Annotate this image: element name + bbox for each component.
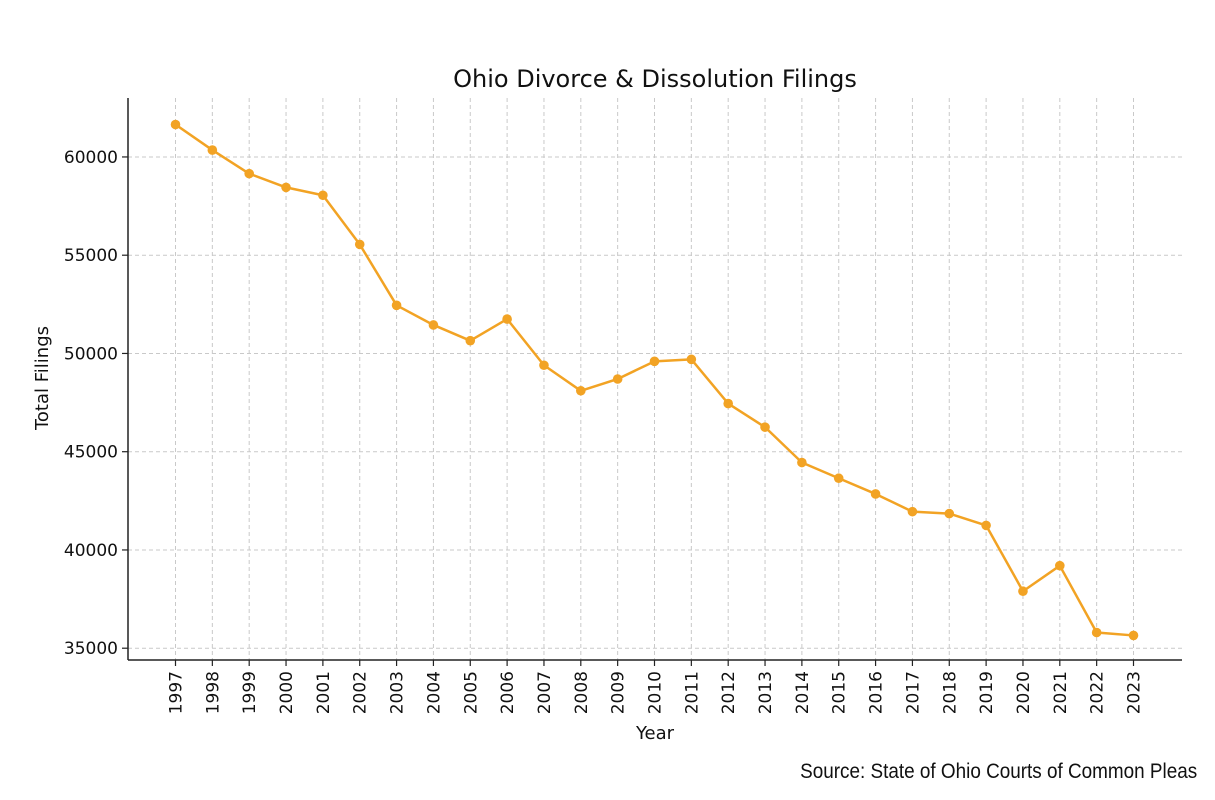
data-point [760, 422, 770, 432]
x-tick-label: 2008 [572, 671, 592, 714]
x-axis-label: Year [635, 723, 675, 744]
y-axis-label: Total Filings [32, 326, 53, 431]
data-point [391, 300, 402, 311]
x-tick-label: 2014 [793, 671, 813, 714]
y-tick-label: 55000 [64, 246, 118, 266]
data-point [576, 385, 586, 396]
x-tick-label: 2007 [535, 671, 555, 714]
data-point [833, 473, 844, 484]
data-point [944, 508, 955, 519]
x-tick-label: 2013 [756, 671, 776, 714]
x-tick-label: 2000 [277, 671, 297, 714]
data-point [1018, 586, 1028, 597]
y-tick-label: 40000 [64, 541, 118, 561]
data-point [244, 168, 254, 179]
y-tick-label: 60000 [64, 148, 118, 168]
y-tick-label: 45000 [64, 443, 118, 463]
data-point [281, 182, 291, 193]
data-point [612, 374, 623, 384]
data-point [354, 239, 365, 250]
x-tick-label: 2012 [719, 671, 739, 714]
x-tick-label: 2018 [940, 671, 960, 714]
x-tick-label: 2019 [977, 671, 997, 714]
x-tick-label: 2023 [1125, 671, 1145, 714]
source-note: Source: State of Ohio Courts of Common P… [799, 760, 1197, 783]
data-point [318, 190, 328, 201]
x-tick-label: 2017 [903, 671, 923, 714]
x-tick-label: 2001 [314, 671, 334, 714]
x-tick-label: 2020 [1014, 671, 1034, 714]
y-tick-label: 35000 [64, 639, 118, 659]
data-point [981, 520, 991, 531]
data-point [870, 489, 881, 499]
data-point [539, 360, 549, 371]
data-point [170, 119, 181, 130]
x-tick-label: 2010 [646, 671, 666, 714]
x-tick-label: 1997 [167, 671, 187, 714]
x-tick-label: 2015 [830, 671, 850, 714]
data-point [797, 457, 807, 468]
data-point [1055, 560, 1065, 571]
y-tick-label: 50000 [64, 344, 118, 364]
chart-title: Ohio Divorce & Dissolution Filings [453, 65, 857, 93]
data-point [1128, 630, 1139, 641]
x-tick-label: 2004 [424, 671, 444, 714]
data-point [502, 314, 512, 324]
y-ticks: 35000 40000 45000 50000 55000 60000 [64, 148, 128, 659]
data-point [428, 320, 439, 330]
data-point [465, 335, 476, 346]
x-tick-label: 2022 [1088, 671, 1108, 714]
data-point [907, 506, 918, 517]
grid [128, 98, 1182, 660]
x-tick-label: 2006 [498, 671, 518, 714]
data-point [649, 356, 660, 367]
x-tick-label: 2002 [351, 671, 371, 714]
x-tick-label: 2021 [1051, 671, 1071, 714]
x-tick-label: 2011 [682, 671, 702, 714]
x-tick-label: 1999 [240, 671, 260, 714]
data-point [723, 398, 733, 409]
data-points [170, 119, 1139, 641]
data-point [1091, 627, 1102, 638]
x-tick-label: 2009 [609, 671, 629, 714]
x-tick-label: 2003 [388, 671, 408, 714]
data-point [686, 354, 697, 365]
data-point [207, 145, 218, 155]
x-ticks: 1997 1998 1999 2000 2001 2002 2003 2004 2005 2006… [167, 660, 1145, 714]
x-tick-label: 2016 [867, 671, 887, 714]
x-tick-label: 2005 [461, 671, 481, 714]
x-tick-label: 1998 [203, 671, 223, 714]
